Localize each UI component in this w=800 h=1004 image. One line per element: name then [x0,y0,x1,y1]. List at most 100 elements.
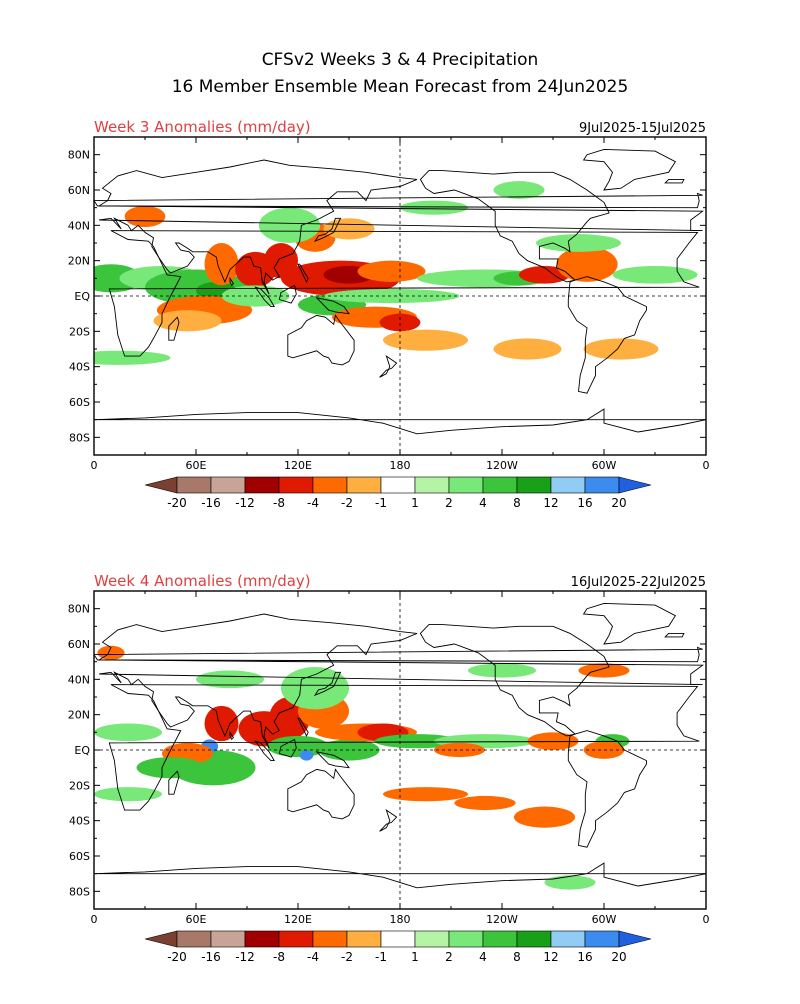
lat-label: 80S [69,431,90,444]
coastline-samerica [567,276,647,394]
lat-label: 80S [69,885,90,898]
anomaly-blob [400,200,468,215]
colorbar-label: 20 [611,496,626,510]
colorbar-label: 4 [479,496,487,510]
anomaly-blob [379,313,421,332]
anomaly-blob [383,329,468,351]
colorbar-cell [550,930,586,948]
colorbar-week4: -20 -16 -12 -8 -4 -2 -1 1 2 4 8 12 16 20 [144,930,652,964]
lat-label: 60S [69,396,90,409]
anomaly-blob [578,663,630,678]
lat-label: 20S [69,325,90,338]
figure-title-line-1: CFSv2 Weeks 3 & 4 Precipitation [262,50,539,70]
coastline-srilanka [229,730,234,741]
lon-label: 120E [284,913,312,926]
coastline-newguinea [315,751,350,769]
coastline-australia [287,314,355,366]
anomaly-blob [323,218,375,240]
coastline-namerica [419,624,610,737]
coastline-iceland [664,632,685,638]
lat-label: EQ [74,290,90,303]
anomaly-fields [94,645,630,890]
anomaly-blob [519,265,570,284]
colorbar-label: -4 [307,950,319,964]
coastline-nz [379,808,398,832]
anomaly-blob [493,338,562,360]
colorbar-cell [550,476,586,494]
lon-label: 0 [91,459,98,472]
coastlines [94,148,706,435]
panel-title-week3: Week 3 Anomalies (mm/day) [94,118,311,136]
anomaly-blob [527,732,579,751]
coastlines [94,602,706,889]
colorbar-cell [482,476,518,494]
anomaly-blob [583,338,659,360]
coastline-nz [379,354,398,378]
colorbar-label: -16 [201,950,221,964]
colorbar-label: 8 [513,950,521,964]
lat-label: 40N [68,673,90,686]
anomaly-blob [493,181,545,199]
colorbar-cell [210,930,246,948]
colorbar-label: -2 [341,950,353,964]
coastline-philippines [297,717,309,737]
lon-label: 120E [284,459,312,472]
colorbar-arrow-left [144,930,178,948]
coastline-africa [108,230,700,357]
coastline-samerica [567,730,647,848]
map-panel-week4: 80N 60N 40N 20N EQ 20S 40S 60S 80S 0 60E 120E 180 120… [68,590,710,926]
colorbar-label: 2 [445,496,453,510]
lon-label: 180 [390,459,411,472]
colorbar-cell [346,476,382,494]
anomaly-blob [383,787,468,802]
colorbar-cell [244,930,280,948]
anomaly-blob [612,265,698,284]
lon-label: 60E [186,913,207,926]
colorbar-cell [584,930,620,948]
anomaly-blob [374,734,460,749]
colorbar-arrow-right [618,476,652,494]
colorbar-cell [176,476,212,494]
lat-label: 20N [68,255,90,268]
lon-label: 0 [91,913,98,926]
coastline-srilanka [229,276,234,287]
colorbar-cell [244,476,280,494]
lat-label: 60S [69,850,90,863]
anomaly-blob [556,246,618,282]
colorbar-cell [210,476,246,494]
panel-dates-week4: 16Jul2025-22Jul2025 [571,575,706,590]
coastline-uk [94,646,703,663]
coastline-sumatra [254,740,275,762]
coastline-philippines [297,263,309,283]
anomaly-blob [468,663,536,678]
colorbar-label: -1 [375,950,387,964]
coastline-australia [287,768,355,820]
colorbar-label: 1 [411,950,419,964]
coastline-eurasia [97,159,704,295]
colorbar-cell [584,476,620,494]
coastline-namerica [419,170,610,283]
colorbar-cell [448,476,484,494]
anomaly-blob [357,260,426,282]
colorbar-cell [482,930,518,948]
coastline-madagascar [168,770,180,795]
colorbar-label: -1 [375,496,387,510]
lon-label: 0 [703,459,710,472]
lat-label: 40S [69,815,90,828]
coastline-japan [313,217,342,243]
coastline-sumatra [254,286,275,308]
colorbar-cell [516,930,552,948]
lat-label: 60N [68,638,90,651]
colorbar-label: 16 [577,950,592,964]
panel-title-week4: Week 4 Anomalies (mm/day) [94,572,311,590]
colorbar-label: 16 [577,496,592,510]
colorbar-label: 20 [611,950,626,964]
coastline-newguinea [315,297,350,315]
colorbar-arrow-right [618,930,652,948]
lat-label: 60N [68,184,90,197]
map-panel-week3: 80N 60N 40N 20N EQ 20S 40S 60S 80S 0 60E 120E 180 120… [68,136,710,472]
lon-label: 60W [592,459,617,472]
lat-label: 80N [68,149,90,162]
anomaly-blob [204,705,239,742]
